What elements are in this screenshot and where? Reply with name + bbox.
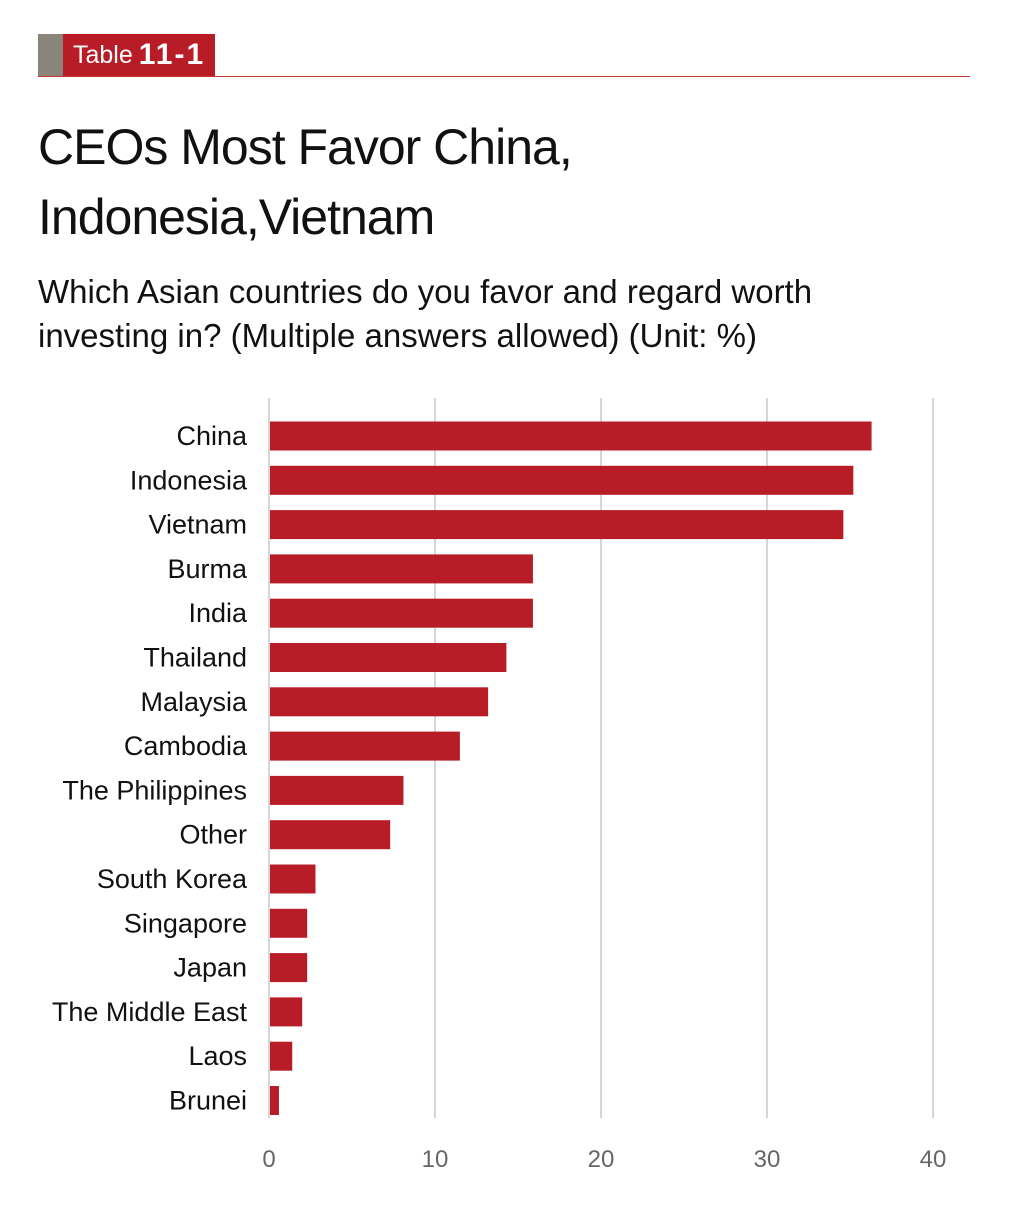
bar: [270, 820, 391, 850]
x-tick-label: 10: [422, 1146, 449, 1173]
chart-subtitle: Which Asian countries do you favor and r…: [38, 270, 938, 358]
bar: [270, 908, 308, 938]
x-tick-label: 0: [262, 1146, 275, 1173]
table-tag: Table 11-1: [63, 34, 216, 76]
category-label: Burma: [167, 554, 248, 584]
bars: [270, 421, 872, 1115]
tag-grey-block: [38, 34, 63, 76]
bar: [270, 864, 316, 894]
bar: [270, 510, 844, 540]
category-label: Thailand: [143, 643, 247, 673]
category-label: Vietnam: [148, 510, 247, 540]
chart-title-line1: CEOs Most Favor China,: [38, 119, 573, 175]
category-label: Laos: [188, 1041, 247, 1071]
bar: [270, 687, 489, 717]
category-label: South Korea: [97, 864, 248, 894]
category-label: Other: [179, 820, 247, 850]
category-label: The Middle East: [52, 997, 248, 1027]
bar: [270, 643, 507, 672]
table-tag-number: 11-1: [138, 38, 206, 71]
category-label: Brunei: [169, 1086, 247, 1116]
bar: [270, 953, 308, 983]
bar: [270, 1086, 279, 1115]
x-tick-label: 20: [588, 1146, 615, 1173]
bar: [270, 421, 872, 451]
bar: [270, 775, 404, 805]
bar: [270, 731, 460, 761]
category-label: Singapore: [124, 908, 247, 938]
bar-chart: China Indonesia Vietnam Burma India Thailand M…: [52, 398, 946, 1173]
category-label: The Philippines: [62, 775, 247, 805]
category-label: Japan: [173, 953, 247, 983]
header-rule: [38, 76, 970, 77]
x-tick-label: 40: [920, 1146, 947, 1173]
x-tick-label: 30: [754, 1146, 781, 1173]
category-labels: China Indonesia Vietnam Burma India Thailand M…: [52, 421, 248, 1116]
table-tag-word: Table: [73, 40, 133, 69]
bar: [270, 465, 854, 495]
category-label: Cambodia: [124, 731, 248, 761]
category-label: China: [176, 421, 248, 451]
bar: [270, 554, 533, 584]
chart-title-line2: Indonesia,Vietnam: [38, 189, 435, 245]
x-tick-labels: 0 10 20 30 40: [262, 1146, 946, 1173]
chart-subtitle-line1: Which Asian countries do you favor and r…: [38, 273, 813, 310]
category-label: Indonesia: [130, 465, 248, 495]
chart-title: CEOs Most Favor China, Indonesia,Vietnam: [38, 112, 938, 252]
bar: [270, 598, 533, 628]
category-label: Malaysia: [140, 687, 248, 717]
bar: [270, 1041, 293, 1071]
chart-subtitle-line2: investing in? (Multiple answers allowed)…: [38, 317, 757, 354]
bar: [270, 997, 303, 1027]
category-label: India: [188, 598, 248, 628]
